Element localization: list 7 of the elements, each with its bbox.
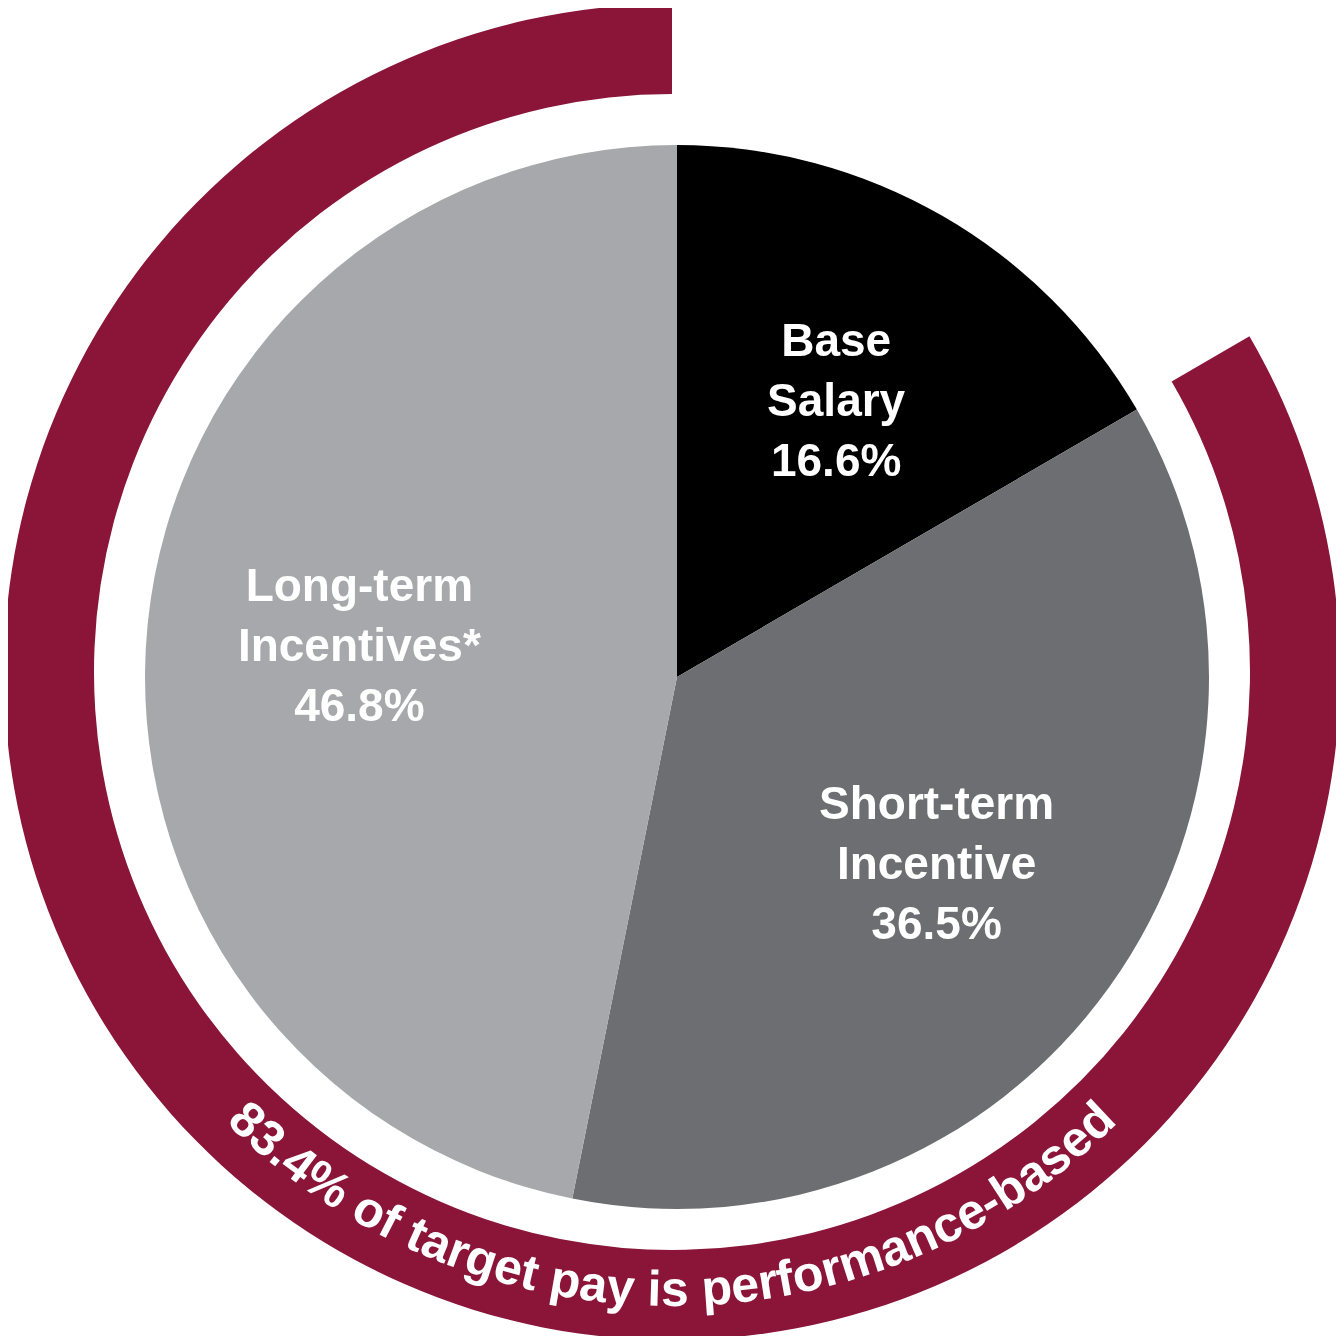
slice-label: Long-term Incentives* — [237, 559, 481, 672]
data-label: 16.6% — [770, 434, 902, 487]
data-label: 46.8% — [294, 679, 425, 732]
data-label: 36.5% — [871, 896, 1002, 949]
slice-label: Base Salary — [767, 314, 906, 427]
slice-label: Short-term Incentive — [819, 776, 1055, 889]
pie-slice — [677, 145, 1137, 677]
